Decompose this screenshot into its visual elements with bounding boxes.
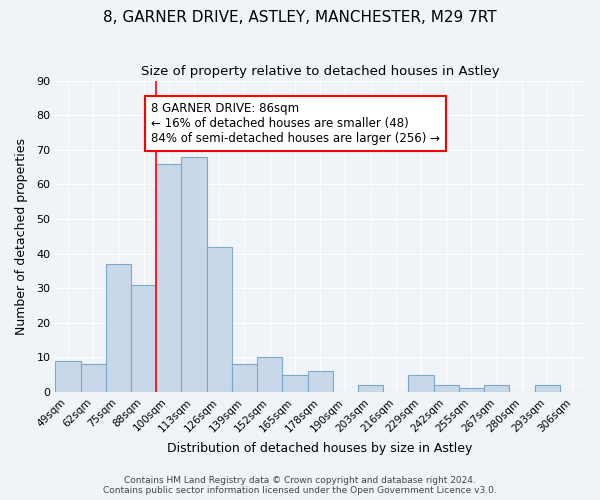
Bar [358, 385, 383, 392]
Title: Size of property relative to detached houses in Astley: Size of property relative to detached ho… [141, 65, 499, 78]
X-axis label: Distribution of detached houses by size in Astley: Distribution of detached houses by size … [167, 442, 473, 455]
Bar [156, 164, 181, 392]
Text: 8, GARNER DRIVE, ASTLEY, MANCHESTER, M29 7RT: 8, GARNER DRIVE, ASTLEY, MANCHESTER, M29… [103, 10, 497, 25]
Bar [308, 371, 333, 392]
Bar [434, 385, 459, 392]
Bar [232, 364, 257, 392]
Bar [55, 361, 80, 392]
Bar [283, 374, 308, 392]
Bar [80, 364, 106, 392]
Text: 8 GARNER DRIVE: 86sqm
← 16% of detached houses are smaller (48)
84% of semi-deta: 8 GARNER DRIVE: 86sqm ← 16% of detached … [151, 102, 440, 146]
Bar [409, 374, 434, 392]
Bar [181, 156, 206, 392]
Bar [206, 246, 232, 392]
Bar [257, 358, 283, 392]
Bar [459, 388, 484, 392]
Text: Contains HM Land Registry data © Crown copyright and database right 2024.
Contai: Contains HM Land Registry data © Crown c… [103, 476, 497, 495]
Bar [535, 385, 560, 392]
Bar [131, 284, 156, 392]
Bar [484, 385, 509, 392]
Y-axis label: Number of detached properties: Number of detached properties [15, 138, 28, 335]
Bar [106, 264, 131, 392]
